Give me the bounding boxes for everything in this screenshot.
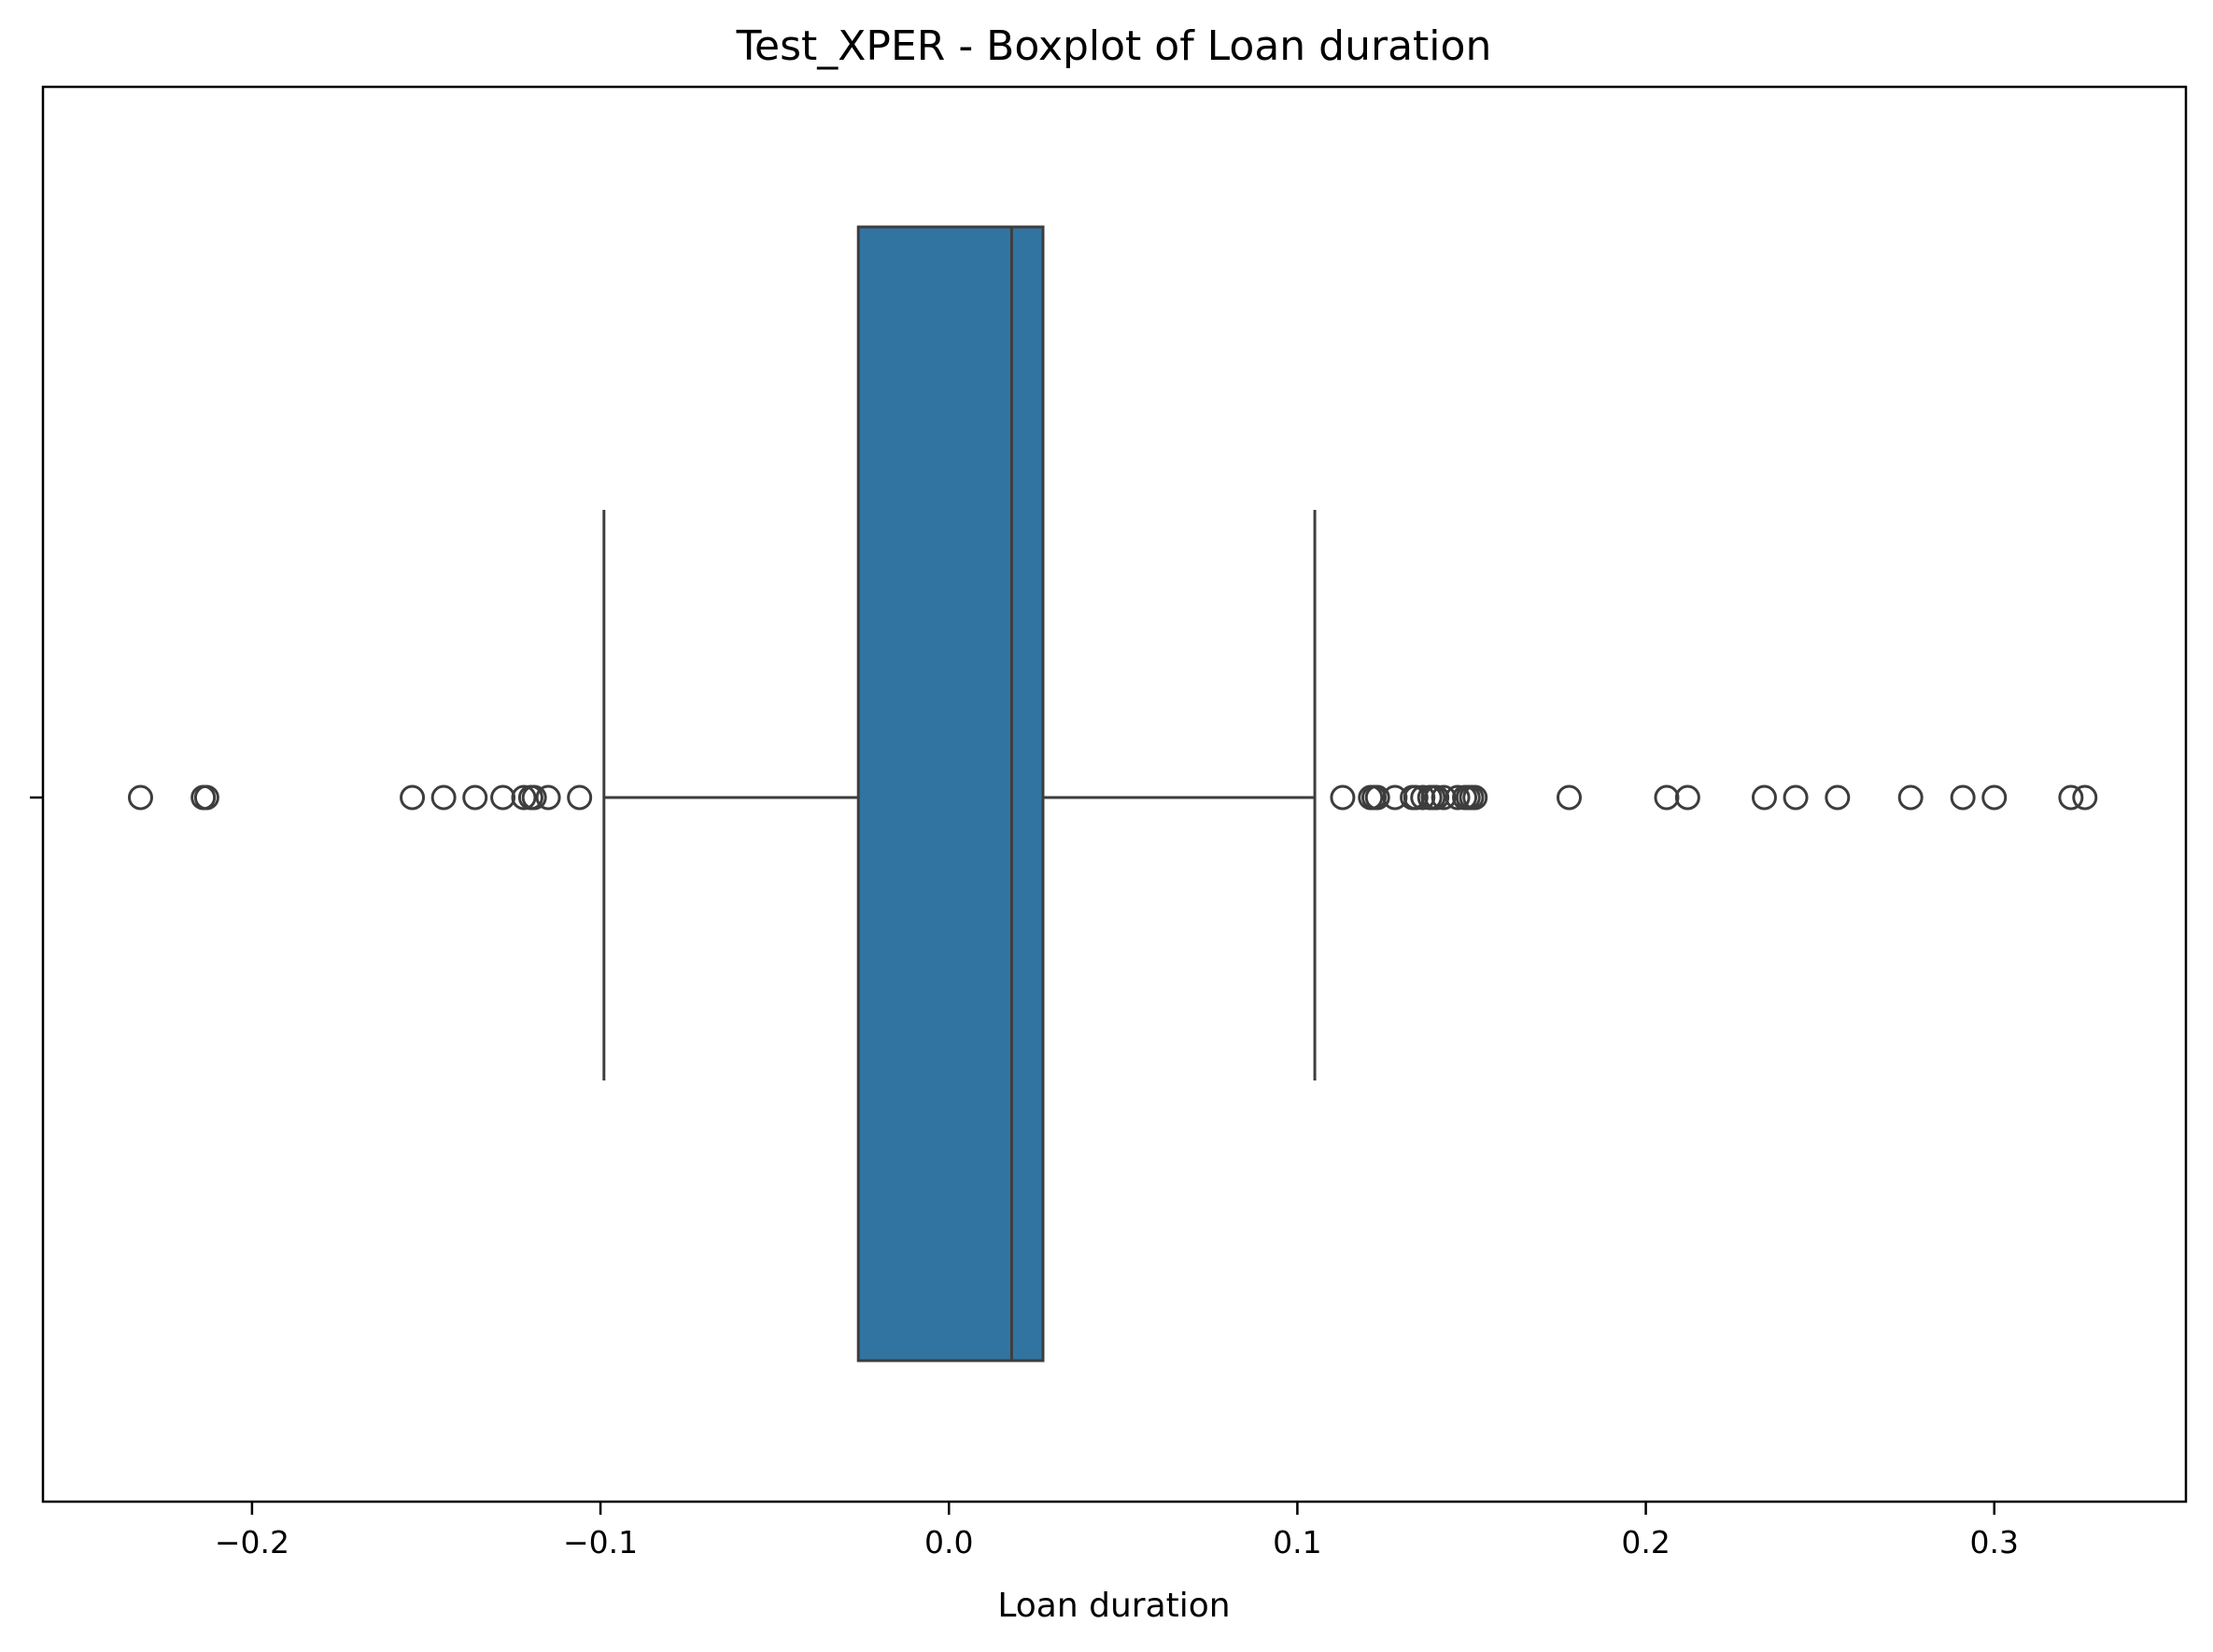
outlier-point — [567, 784, 593, 811]
outlier-point — [1556, 784, 1582, 811]
iqr-box — [856, 225, 1045, 1363]
outlier-point — [2072, 784, 2098, 811]
outlier-point — [127, 784, 153, 811]
outlier-point — [2058, 784, 2084, 811]
outlier-point — [1897, 784, 1924, 811]
chart-title: Test_XPER - Boxplot of Loan duration — [736, 22, 1492, 70]
outlier-point — [1403, 784, 1429, 811]
outlier-point — [1364, 784, 1390, 811]
x-tick-label: 0.3 — [1970, 1524, 2019, 1560]
outlier-point — [511, 784, 537, 811]
outlier-point — [1654, 784, 1680, 811]
outlier-point — [1783, 784, 1809, 811]
x-tick-label: −0.1 — [563, 1524, 638, 1560]
outlier-point — [1825, 784, 1851, 811]
outlier-point — [193, 784, 219, 811]
outlier-point — [1330, 784, 1356, 811]
plot-area-frame — [41, 85, 2188, 1504]
x-axis: −0.2 −0.1 0.0 0.1 0.2 0.3 — [215, 1502, 2019, 1560]
outlier-point — [1445, 784, 1471, 811]
outlier-point — [1751, 784, 1777, 811]
outlier-point — [535, 784, 561, 811]
outlier-point — [1674, 784, 1700, 811]
outlier-point — [462, 784, 488, 811]
outlier-point — [490, 784, 516, 811]
x-tick-label: 0.1 — [1273, 1524, 1321, 1560]
outlier-point — [400, 784, 426, 811]
boxplot-marks — [127, 225, 2098, 1363]
x-tick-label: −0.2 — [215, 1524, 289, 1560]
outlier-point — [1950, 784, 1976, 811]
outlier-point — [430, 784, 457, 811]
outlier-point — [1981, 784, 2008, 811]
outlier-point — [1410, 784, 1436, 811]
outlier-point — [1424, 784, 1450, 811]
x-tick-label: 0.0 — [924, 1524, 973, 1560]
outlier-point — [521, 784, 547, 811]
x-tick-label: 0.2 — [1621, 1524, 1670, 1560]
outlier-point — [1462, 784, 1488, 811]
outlier-point — [1431, 784, 1457, 811]
outlier-point — [1382, 784, 1408, 811]
x-axis-label: Loan duration — [997, 1587, 1230, 1625]
